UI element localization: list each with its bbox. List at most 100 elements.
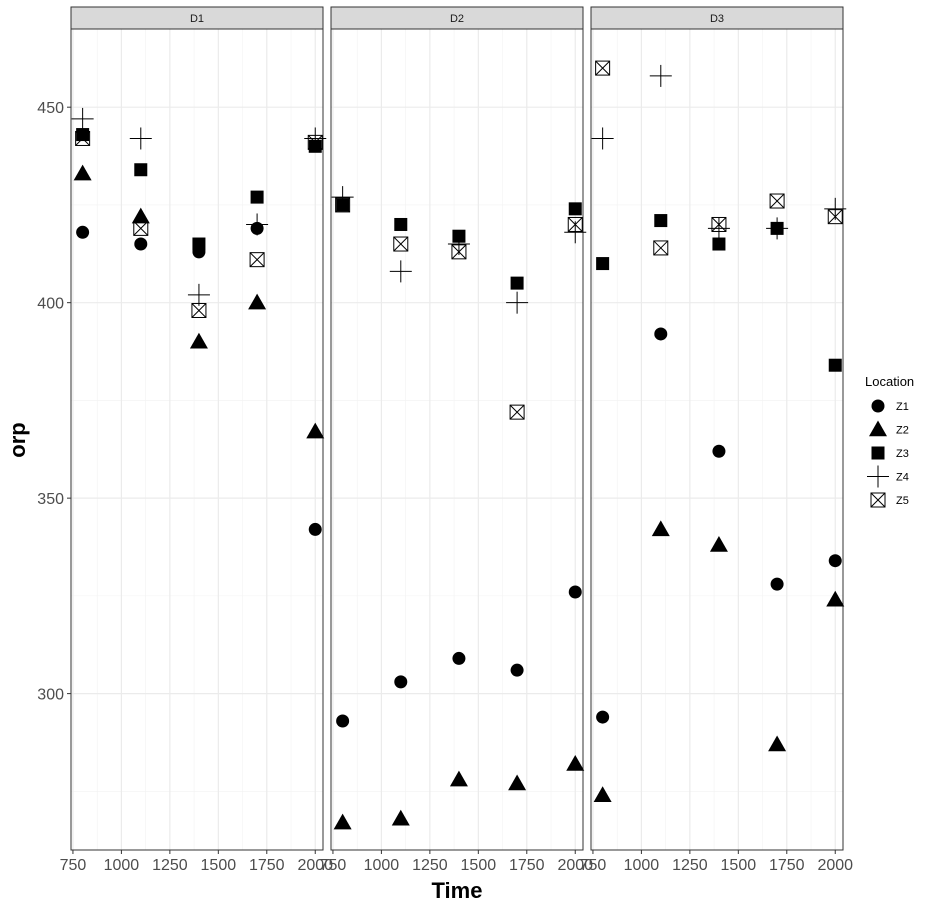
legend-item-z4: Z4 [867, 465, 909, 488]
facet-strip-label: D2 [450, 13, 464, 25]
point-z2 [593, 786, 612, 803]
panels-layer: D1 D2 D3 [70, 6, 847, 851]
point-z2 [651, 520, 670, 537]
point-z3 [192, 237, 206, 251]
point-z2 [73, 164, 92, 181]
x-axis-title: Time [432, 878, 483, 903]
point-z1 [770, 577, 784, 591]
point-z3 [596, 257, 610, 271]
point-z1 [134, 237, 148, 251]
x-tick-label: 2000 [557, 857, 593, 874]
legend-label: Z1 [896, 401, 909, 413]
point-z2 [306, 422, 325, 439]
x-tick-label: 1750 [509, 857, 545, 874]
point-z1 [308, 522, 322, 536]
y-axis-title: orp [5, 422, 30, 457]
point-z3 [712, 237, 726, 251]
point-z2 [131, 207, 150, 224]
legend-key-z5 [870, 492, 886, 508]
x-tick-label: 1250 [672, 857, 708, 874]
panel-background [591, 29, 843, 850]
point-z1 [654, 327, 668, 341]
legend: Location Z1 Z2 Z3 Z4 Z5 [865, 374, 914, 508]
legend-item-z5: Z5 [870, 492, 909, 508]
point-z5 [711, 216, 727, 232]
point-z2 [449, 770, 468, 787]
x-tick-label: 1500 [721, 857, 757, 874]
legend-label: Z5 [896, 495, 909, 507]
point-z3 [654, 214, 668, 228]
point-z2 [391, 809, 410, 826]
legend-label: Z4 [896, 472, 909, 484]
point-z4 [506, 291, 529, 314]
point-z3 [250, 190, 264, 204]
point-z2 [333, 813, 352, 830]
point-z5 [653, 240, 669, 256]
y-tick-label: 300 [37, 687, 64, 704]
point-z1 [828, 554, 842, 568]
point-z3 [568, 202, 582, 216]
x-tick-label: 1500 [461, 857, 497, 874]
x-tick-label: 2000 [817, 857, 853, 874]
point-z3 [828, 358, 842, 372]
point-z5 [191, 302, 207, 318]
point-z2 [768, 735, 787, 752]
point-z5 [335, 197, 351, 213]
y-tick-label: 350 [37, 491, 64, 508]
point-z1 [712, 444, 726, 458]
legend-key-z4 [867, 465, 889, 488]
y-tick-label: 400 [37, 296, 64, 313]
x-tick-label: 1000 [364, 857, 400, 874]
x-tick-label: 1750 [249, 857, 285, 874]
point-z2 [248, 293, 267, 310]
point-z2 [508, 774, 527, 791]
legend-label: Z2 [896, 425, 909, 437]
facet-strip [70, 6, 324, 30]
legend-item-z1: Z1 [871, 399, 909, 413]
x-tick-label: 1000 [624, 857, 660, 874]
point-z1 [568, 585, 582, 599]
point-z5 [509, 404, 525, 420]
point-z2 [826, 590, 845, 607]
facet-strip-label: D3 [710, 13, 724, 25]
point-z1 [452, 651, 466, 665]
legend-key-z2 [869, 420, 887, 437]
point-z5 [75, 130, 91, 146]
point-z4 [766, 217, 789, 240]
point-z4 [129, 127, 152, 150]
legend-label: Z3 [896, 448, 909, 460]
point-z1 [394, 675, 408, 689]
point-z4 [246, 213, 269, 236]
panel-d2: D2 [330, 6, 587, 851]
legend-item-z3: Z3 [871, 446, 909, 460]
point-z2 [189, 332, 208, 349]
y-tick-label: 450 [37, 100, 64, 117]
point-z5 [451, 244, 467, 260]
x-tick-label: 2000 [297, 857, 333, 874]
x-tick-label: 750 [580, 857, 607, 874]
facet-strip [590, 6, 844, 30]
point-z4 [591, 127, 614, 150]
legend-key-z1 [871, 399, 885, 413]
panel-background [331, 29, 583, 850]
legend-item-z2: Z2 [869, 420, 909, 437]
point-z3 [510, 276, 524, 290]
panel-d1: D1 [70, 6, 327, 851]
point-z2 [709, 536, 728, 552]
point-z3 [134, 163, 148, 177]
point-z4 [649, 64, 672, 87]
x-tick-label: 1500 [201, 857, 237, 874]
point-z5 [393, 236, 409, 252]
point-z5 [827, 209, 843, 225]
point-z4 [71, 107, 94, 130]
point-z1 [510, 663, 524, 677]
point-z1 [596, 710, 610, 724]
point-z5 [133, 220, 149, 236]
x-tick-label: 1750 [769, 857, 805, 874]
point-z1 [336, 714, 350, 728]
x-tick-label: 1000 [104, 857, 140, 874]
x-tick-label: 1250 [152, 857, 188, 874]
facet-strip [330, 6, 584, 30]
